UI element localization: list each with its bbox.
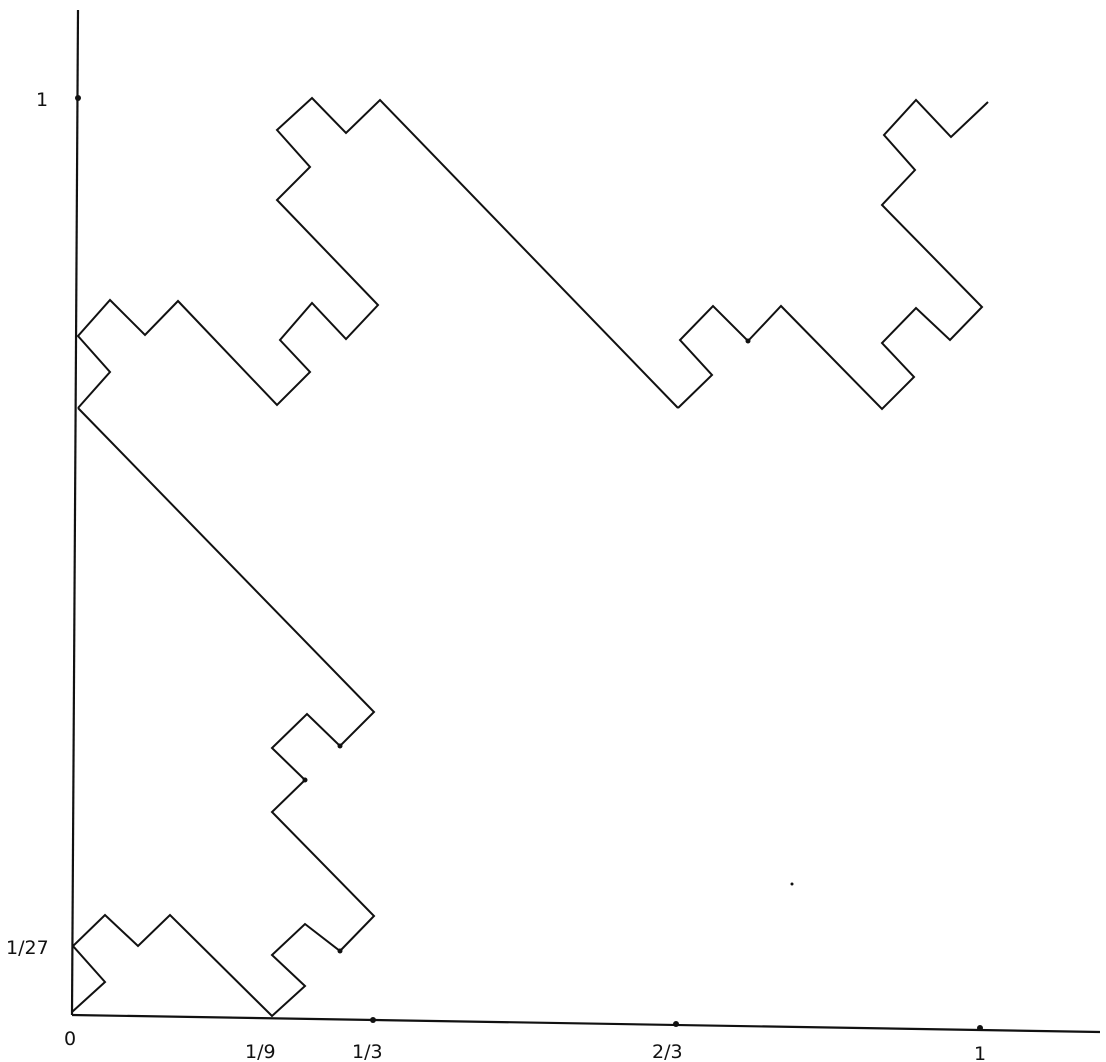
vertex-dot xyxy=(337,743,343,749)
y-axis xyxy=(70,9,80,1016)
y-tick-label-1: 1 xyxy=(36,89,48,111)
upper-right-curve-segment xyxy=(677,98,989,411)
x-tick-1-dot xyxy=(977,1025,983,1031)
y-tick-label-1-27: 1/27 xyxy=(6,937,49,959)
stray-dot xyxy=(790,882,794,886)
x-tick-label-2-3: 2/3 xyxy=(652,1041,683,1062)
lower-curve-segment xyxy=(71,407,376,1018)
y-tick-1-dot xyxy=(75,95,81,101)
x-axis xyxy=(71,1013,1101,1034)
x-tick-label-1: 1 xyxy=(974,1043,986,1062)
x-tick-label-1-3: 1/3 xyxy=(352,1041,383,1062)
x-tick-1-3-dot xyxy=(370,1017,376,1023)
x-tick-2-3-dot xyxy=(673,1021,679,1027)
x-tick-label-0: 0 xyxy=(64,1028,76,1050)
vertex-dot xyxy=(745,338,751,344)
vertex-dot xyxy=(302,777,308,783)
vertex-dot xyxy=(337,948,343,954)
x-tick-label-1-9: 1/9 xyxy=(245,1041,276,1062)
upper-left-curve-segment xyxy=(76,96,679,409)
